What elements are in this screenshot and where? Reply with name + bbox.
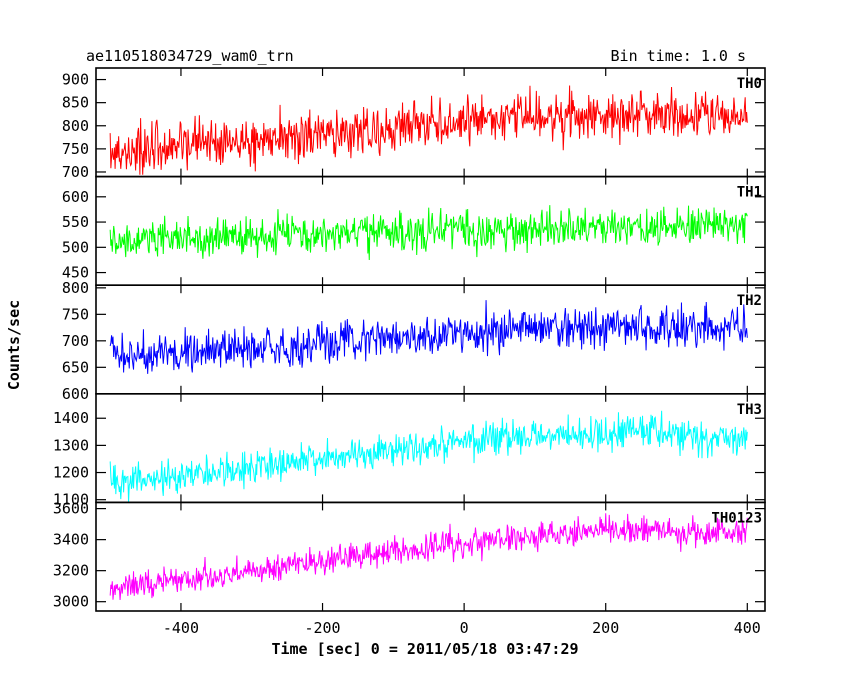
chart-title: ae110518034729_wam0_trn [86, 47, 294, 65]
bin-time-label: Bin time: 1.0 s [611, 47, 746, 65]
y-tick-label: 450 [62, 264, 89, 282]
x-tick-label: -200 [304, 619, 340, 637]
panel-th1: 450 500 550 600 TH1 [62, 175, 766, 287]
y-tick-label: 700 [62, 163, 89, 181]
panel-frame-th0123 [95, 501, 766, 612]
x-tick-label: 0 [460, 619, 469, 637]
panel-th2: 600 650 700 750 800 TH2 [62, 279, 766, 403]
series-line-th2 [109, 300, 748, 374]
y-tick-label: 3600 [53, 500, 89, 518]
y-tick-label: 800 [62, 117, 89, 135]
y-tick-label: 550 [62, 213, 89, 231]
panels-group: 700 750 800 850 900 TH0 450 500 550 600 TH1 600 650 7… [53, 67, 766, 637]
y-tick-label: 3400 [53, 531, 89, 549]
panel-th3: 1100 1200 1300 1400 TH3 [53, 392, 766, 509]
y-tick-label: 850 [62, 94, 89, 112]
panel-name-label: TH2 [737, 293, 762, 309]
x-tick-label: -400 [163, 619, 199, 637]
y-tick-label: 1100 [53, 491, 89, 509]
y-tick-label: 900 [62, 71, 89, 89]
panel-name-label: TH0 [737, 76, 762, 92]
x-tick-label: 200 [592, 619, 619, 637]
series-line-th1 [109, 205, 748, 260]
x-axis-title: Time [sec] 0 = 2011/05/18 03:47:29 [271, 640, 578, 658]
y-tick-label: 1300 [53, 436, 89, 454]
panel-th0: 700 750 800 850 900 TH0 [62, 67, 766, 181]
y-tick-label: 600 [62, 385, 89, 403]
y-tick-label: 700 [62, 332, 89, 350]
series-line-th0 [109, 85, 748, 175]
y-tick-label: 750 [62, 140, 89, 158]
y-tick-label: 750 [62, 305, 89, 323]
y-tick-label: 1400 [53, 409, 89, 427]
y-tick-label: 800 [62, 279, 89, 297]
panel-name-label: TH3 [737, 402, 762, 418]
y-tick-label: 1200 [53, 464, 89, 482]
series-line-th0123 [109, 513, 748, 600]
y-axis-title: Counts/sec [5, 300, 23, 390]
y-tick-label: 3000 [53, 593, 89, 611]
y-tick-label: 3200 [53, 562, 89, 580]
y-tick-label: 650 [62, 358, 89, 376]
panel-name-label: TH0123 [711, 510, 762, 526]
series-line-th3 [109, 410, 748, 503]
x-tick-label: 400 [734, 619, 761, 637]
y-tick-label: 600 [62, 188, 89, 206]
y-tick-label: 500 [62, 238, 89, 256]
panel-th0123: 3000 3200 3400 3600 TH0123 [53, 500, 766, 612]
panel-name-label: TH1 [737, 185, 762, 201]
